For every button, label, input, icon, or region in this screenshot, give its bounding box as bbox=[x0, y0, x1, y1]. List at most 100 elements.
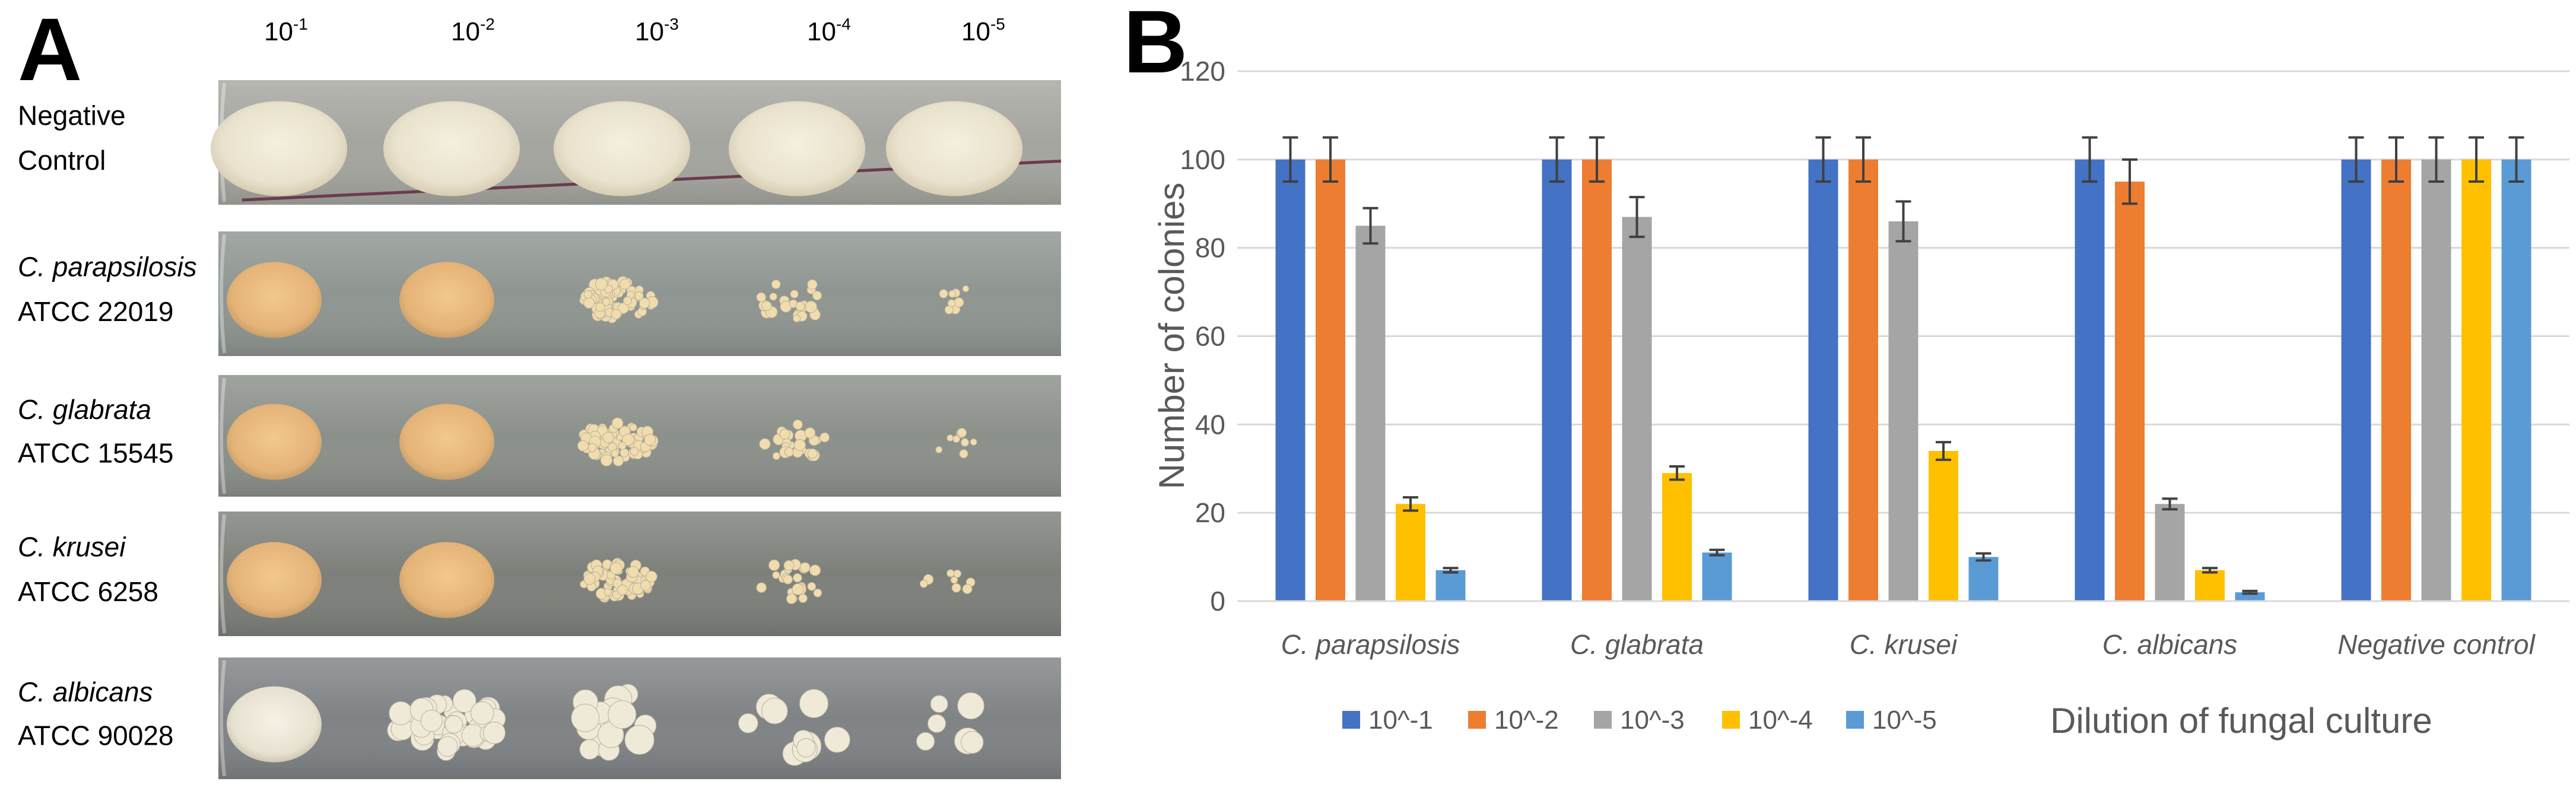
colony-dot bbox=[793, 573, 802, 583]
colony-dot bbox=[779, 428, 790, 440]
colony-dot bbox=[622, 296, 632, 306]
colony-dot bbox=[783, 574, 793, 584]
y-tick-label: 120 bbox=[1180, 56, 1225, 87]
dilution-base: 10 bbox=[451, 17, 480, 46]
dilution-exponent: -5 bbox=[990, 15, 1005, 33]
colony-dot bbox=[769, 293, 777, 301]
bar bbox=[1662, 473, 1692, 601]
colony-dot bbox=[646, 570, 658, 583]
legend-swatch bbox=[1468, 711, 1486, 729]
colony-dot bbox=[948, 290, 957, 298]
legend-label: 10^-4 bbox=[1748, 706, 1813, 735]
colony-spot bbox=[211, 101, 347, 196]
row-label-strain: ATCC 22019 bbox=[18, 296, 174, 327]
legend-swatch bbox=[1342, 711, 1360, 729]
colony-dot bbox=[824, 726, 850, 753]
row-label-strain: ATCC 15545 bbox=[18, 438, 174, 469]
colony-dot bbox=[437, 736, 458, 757]
colony-dot bbox=[756, 292, 766, 303]
row-label-name: Negative bbox=[18, 100, 126, 131]
colony-dot bbox=[786, 593, 797, 605]
colony-dot bbox=[939, 289, 948, 298]
dilution-label: 10-4 bbox=[807, 15, 851, 46]
colony-spot bbox=[554, 101, 690, 196]
bar bbox=[1582, 159, 1612, 601]
colony-dot bbox=[610, 562, 622, 575]
colony-dot bbox=[761, 300, 772, 312]
bar bbox=[1275, 159, 1306, 601]
colony-dot bbox=[639, 297, 650, 309]
y-tick-label: 40 bbox=[1195, 409, 1225, 440]
x-tick-label: C. parapsilosis bbox=[1281, 629, 1460, 660]
colony-spot bbox=[399, 262, 494, 338]
colony-dot bbox=[970, 438, 977, 446]
legend-swatch bbox=[1846, 711, 1864, 729]
row-label-name: C. krusei bbox=[18, 532, 126, 563]
dilution-label: 10-2 bbox=[451, 15, 495, 46]
colony-dot bbox=[622, 433, 634, 446]
bar bbox=[2341, 159, 2371, 601]
colony-dot bbox=[805, 300, 818, 313]
colony-dot bbox=[444, 715, 463, 734]
colony-spot bbox=[399, 404, 494, 480]
colony-dot bbox=[790, 290, 799, 298]
colony-dot bbox=[644, 433, 656, 446]
colony-dot bbox=[950, 576, 958, 584]
bar bbox=[1702, 552, 1732, 601]
colony-dot bbox=[792, 420, 803, 430]
colony-dot bbox=[946, 434, 954, 442]
colony-spot bbox=[383, 101, 520, 196]
colony-dot bbox=[792, 314, 801, 323]
colony-dot bbox=[799, 689, 828, 719]
dilution-exponent: -3 bbox=[664, 15, 679, 33]
colony-dot bbox=[640, 580, 651, 591]
colony-dot bbox=[634, 291, 644, 301]
plate-images bbox=[211, 80, 1062, 779]
row-labels: Negative Control C. parapsilosis ATCC 22019… bbox=[18, 100, 197, 751]
colony-dot bbox=[946, 569, 955, 577]
colony-dot bbox=[927, 714, 946, 733]
bar bbox=[2381, 159, 2411, 601]
legend-label: 10^-5 bbox=[1872, 706, 1937, 735]
colony-dot bbox=[784, 447, 794, 457]
colony-dot bbox=[618, 302, 629, 314]
row-label-name: C. glabrata bbox=[18, 394, 151, 425]
dilution-base: 10 bbox=[264, 17, 293, 46]
colony-spot bbox=[886, 101, 1022, 196]
colony-dot bbox=[617, 584, 628, 596]
bar bbox=[1396, 504, 1425, 601]
colony-dot bbox=[420, 710, 443, 732]
bar bbox=[2075, 159, 2105, 601]
plate-photo bbox=[218, 512, 1061, 636]
colony-dot bbox=[799, 562, 811, 573]
colony-dot bbox=[620, 448, 629, 458]
bar bbox=[1542, 159, 1572, 601]
colony-dot bbox=[627, 566, 639, 578]
dilution-exponent: -1 bbox=[293, 15, 308, 33]
colony-dot bbox=[954, 297, 964, 308]
colony-dot bbox=[809, 564, 821, 576]
colony-dot bbox=[820, 432, 830, 443]
panel-a-letter: A bbox=[18, 0, 82, 99]
row-label-strain: ATCC 6258 bbox=[18, 576, 158, 607]
colony-dot bbox=[611, 309, 622, 320]
bar bbox=[2421, 159, 2451, 601]
panel-a: A 10-1 10-2 10-3 10-4 10-5 NegativeControlC.… bbox=[18, 0, 1062, 779]
y-tick-label: 80 bbox=[1195, 233, 1225, 263]
colony-dot bbox=[630, 447, 639, 456]
x-tick-label: C. albicans bbox=[2102, 629, 2238, 660]
x-tick-label: C. glabrata bbox=[1570, 629, 1704, 660]
y-tick-label: 100 bbox=[1180, 144, 1225, 175]
colony-dot bbox=[771, 279, 781, 290]
plate-rim bbox=[220, 234, 226, 354]
legend: 10^-1 10^-2 10^-3 10^-4 10^-5 bbox=[1342, 706, 1937, 735]
row-label-name: C. albicans bbox=[18, 676, 153, 707]
legend-swatch bbox=[1722, 711, 1740, 729]
colony-dot bbox=[798, 593, 808, 603]
colony-dot bbox=[761, 697, 788, 725]
y-tick-label: 20 bbox=[1195, 497, 1225, 528]
bar bbox=[1622, 217, 1652, 601]
dilution-header: 10-1 10-2 10-3 10-4 10-5 bbox=[264, 15, 1005, 46]
bar bbox=[1316, 159, 1345, 601]
